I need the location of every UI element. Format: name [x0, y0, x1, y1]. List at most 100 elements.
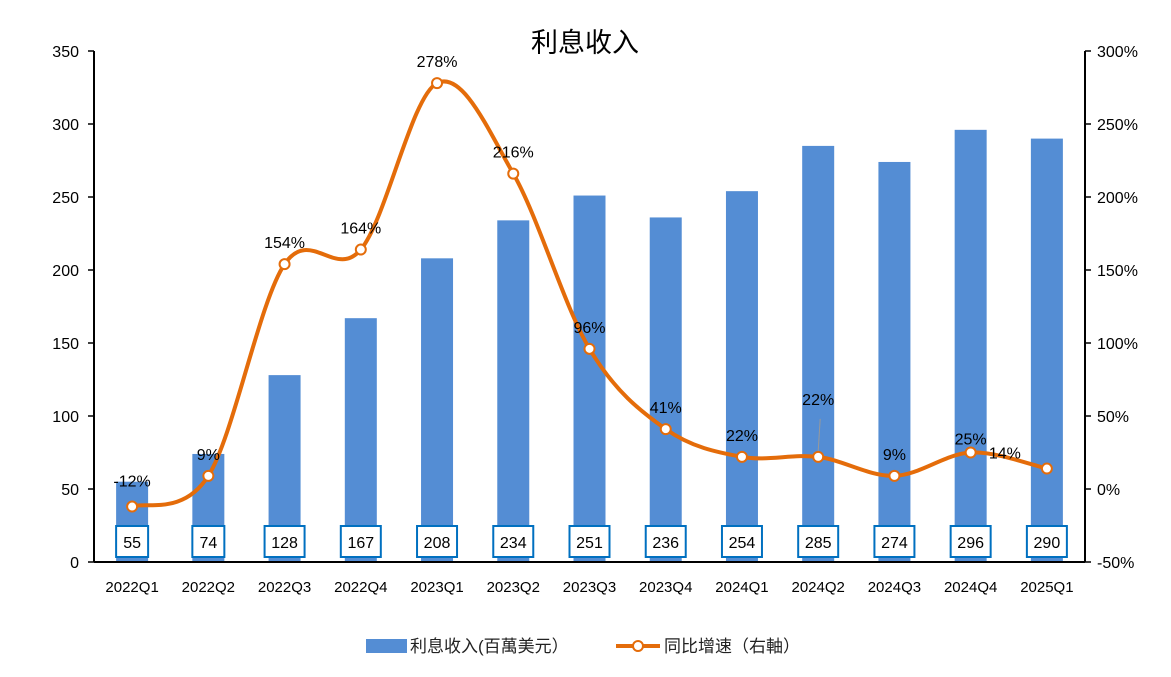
left-axis: 0 50 100 150 200 250 300 350 [52, 44, 95, 572]
legend-line-marker [632, 640, 644, 652]
right-tick-label: 200% [1097, 190, 1138, 207]
chart-title: 利息收入 [531, 28, 639, 58]
line-data-label: 25% [955, 432, 987, 449]
line-marker [964, 446, 977, 459]
bar [878, 161, 911, 562]
bar-label: 251 [576, 535, 603, 552]
right-tick-label: 0% [1097, 482, 1120, 499]
line-marker [126, 500, 139, 513]
bar [954, 129, 987, 562]
left-tick-label: 350 [52, 44, 79, 61]
bar-label-box [644, 525, 687, 558]
line-data-label: 164% [340, 221, 381, 238]
bar-label-box [263, 525, 306, 558]
line-data-label: 9% [883, 447, 906, 464]
bar [573, 195, 606, 563]
bar-label: 274 [881, 535, 908, 552]
bar-label-box [797, 525, 840, 558]
left-tick-label: 50 [61, 482, 79, 499]
bar-label-box [115, 525, 150, 558]
line-marker [278, 258, 291, 271]
bar-label-box [568, 525, 611, 558]
bar-label: 236 [652, 535, 679, 552]
label-leader-line [817, 418, 821, 451]
right-tick-label: 50% [1097, 409, 1129, 426]
bar-label: 167 [347, 535, 374, 552]
line-data-label: -12% [113, 474, 150, 491]
bar-label-box [492, 525, 535, 558]
line-data-label: 154% [264, 235, 305, 252]
line-marker [735, 450, 748, 463]
x-tick-label: 2023Q2 [487, 579, 540, 596]
bar-label: 234 [500, 535, 527, 552]
bar-label-box [339, 525, 382, 558]
x-tick-label: 2024Q4 [944, 579, 997, 596]
line-marker [1040, 462, 1053, 475]
bar-label-box [416, 525, 459, 558]
legend-bar-swatch [366, 639, 407, 653]
legend-bar-label: 利息收入(百萬美元） [410, 637, 569, 656]
line-data-label: 22% [802, 392, 834, 409]
line-marker [812, 450, 825, 463]
line-marker [354, 243, 367, 256]
left-tick-label: 300 [52, 117, 79, 134]
x-tick-label: 2022Q1 [105, 579, 158, 596]
bar-label-box [720, 525, 763, 558]
line-data-label: 9% [197, 447, 220, 464]
bar-label-box [191, 525, 226, 558]
line-data-label: 22% [726, 428, 758, 445]
line-data-label: 96% [573, 320, 605, 337]
x-tick-label: 2024Q1 [715, 579, 768, 596]
bar [725, 191, 758, 562]
legend: 利息收入(百萬美元） 同比增速（右軸） [366, 637, 800, 656]
x-tick-label: 2023Q3 [563, 579, 616, 596]
left-tick-label: 200 [52, 263, 79, 280]
x-tick-label: 2023Q4 [639, 579, 692, 596]
right-tick-label: 100% [1097, 336, 1138, 353]
x-tick-label: 2022Q2 [182, 579, 235, 596]
bar-label: 55 [123, 535, 141, 552]
bar [497, 220, 530, 563]
x-tick-label: 2022Q3 [258, 579, 311, 596]
bar-label: 128 [271, 535, 298, 552]
right-axis: -50% 0% 50% 100% 150% 200% 250% 300% [1084, 44, 1138, 572]
line-marker [202, 469, 215, 482]
bar [802, 145, 835, 562]
x-tick-label: 2025Q1 [1020, 579, 1073, 596]
left-tick-label: 0 [70, 555, 79, 572]
right-tick-label: -50% [1097, 555, 1134, 572]
line-data-label: 14% [989, 446, 1021, 463]
left-tick-label: 150 [52, 336, 79, 353]
line-data-label: 216% [493, 145, 534, 162]
bars: 55 74 128 167 208 234 251 236 254 285 274 296 290 [115, 129, 1068, 563]
bar-label-box [1025, 525, 1068, 558]
bar-label: 74 [199, 535, 217, 552]
bar-label: 208 [424, 535, 451, 552]
bar-label: 290 [1034, 535, 1061, 552]
line-marker [583, 342, 596, 355]
bar-label: 296 [957, 535, 984, 552]
growth-line-path [131, 79, 1048, 509]
growth-line: -12% 9% 154% 164% 278% 216% 96% 41% 22% 22% 9% 25%1… [113, 54, 1053, 513]
left-tick-label: 100 [52, 409, 79, 426]
right-tick-label: 300% [1097, 44, 1138, 61]
line-data-label: 41% [650, 400, 682, 417]
legend-line-label: 同比增速（右軸） [664, 637, 800, 656]
line-marker [431, 77, 444, 90]
x-tick-label: 2024Q3 [868, 579, 921, 596]
line-marker [659, 423, 672, 436]
line-marker [507, 167, 520, 180]
bar-label-box [949, 525, 992, 558]
bar-label-box [873, 525, 916, 558]
right-tick-label: 250% [1097, 117, 1138, 134]
bar [1030, 138, 1063, 562]
x-axis: 2022Q1 2022Q2 2022Q3 2022Q4 2023Q1 2023Q2 2023… [94, 561, 1085, 596]
left-tick-label: 250 [52, 190, 79, 207]
bar-label: 254 [729, 535, 756, 552]
x-tick-label: 2023Q1 [410, 579, 463, 596]
line-data-label: 278% [417, 54, 458, 71]
bar [421, 258, 454, 562]
x-tick-label: 2022Q4 [334, 579, 387, 596]
